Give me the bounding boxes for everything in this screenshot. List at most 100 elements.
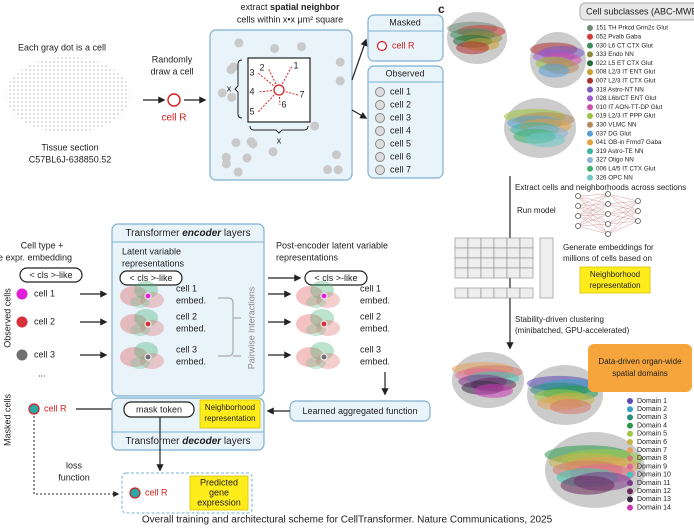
cell-label: cell 1 (390, 86, 411, 96)
panel-b: Cell type + ene expr. embedding < cls >-… (0, 223, 431, 514)
gray-dot (335, 76, 345, 86)
step-label: (minibatched, GPU-accelerated) (515, 326, 630, 335)
matrix-cell (519, 257, 534, 269)
legend-label: Domain 9 (637, 463, 667, 470)
neighbor-number: 7 (299, 89, 304, 99)
cell-dot (16, 288, 28, 300)
matrix-cell (493, 237, 508, 249)
legend-label: Domain 3 (637, 414, 667, 421)
legend-label: Domain 8 (637, 455, 667, 462)
legend-swatch (587, 60, 593, 67)
cell-dot (375, 87, 385, 97)
neighborhood-label: Neighborhood (205, 403, 255, 412)
cell-dot (375, 152, 385, 162)
legend-label: 330 VLMC NN (596, 121, 637, 128)
cell-label: cell 4 (390, 125, 411, 135)
matrix-cell (493, 267, 508, 279)
net-node (575, 223, 581, 229)
cell-r-label: cell R (392, 40, 415, 50)
legend-label: Domain 10 (637, 472, 671, 479)
legend-swatch (587, 113, 593, 119)
legend-label: 037 DG Glut (596, 130, 631, 137)
net-node (575, 193, 581, 199)
input-label: ene expr. embedding (0, 252, 72, 262)
arrow (351, 109, 368, 119)
legend-label: 006 L4/5 IT CTX Glut (596, 165, 656, 172)
embedding-blob (120, 347, 148, 367)
legend-swatch (587, 174, 593, 181)
matrix-cell (506, 267, 521, 279)
step-label: Extract cells and neighborhoods across s… (515, 183, 686, 192)
draw-label: draw a cell (150, 66, 193, 76)
net-edge (577, 193, 609, 217)
matrix-cell (467, 287, 482, 299)
net-edge (607, 220, 639, 235)
neighborhood-box (579, 266, 651, 294)
legend-swatch (587, 148, 593, 155)
gray-dot (231, 138, 241, 148)
matrix-cell (454, 287, 469, 299)
cell-marker (144, 292, 152, 300)
net-edge (607, 210, 639, 235)
tissue-section (6, 57, 130, 133)
gray-dot (323, 165, 333, 175)
text-bold: decoder (182, 436, 222, 447)
cls-pill (119, 270, 183, 286)
matrix-cell (454, 237, 469, 249)
embed-label: cell 2 (360, 311, 381, 321)
legend-swatch (587, 69, 593, 75)
embed-label: cell 3 (360, 344, 381, 354)
panel-a: Each gray dot is a cell Tissue section C… (6, 2, 444, 181)
neighbor-number: 5 (249, 106, 254, 116)
mask-token-pill (123, 401, 195, 418)
panel-label: c (438, 2, 445, 16)
embed-label: embed. (360, 356, 390, 366)
observed-title: Observed (385, 68, 424, 78)
legend-swatch (627, 439, 633, 445)
legend-label: 319 Astro-TE NN (596, 148, 644, 155)
legend-swatch (627, 488, 633, 495)
embedding-blob (134, 309, 158, 327)
net-node (605, 201, 611, 207)
legend-label: Domain 13 (637, 496, 671, 503)
domains-box (588, 344, 692, 392)
cell-label: cell 3 (390, 112, 411, 122)
gray-dot (270, 43, 280, 53)
legend-label: 019 L2/3 IT PPP Glut (596, 113, 656, 120)
gray-dot (246, 137, 256, 147)
neighbor-number: 6 (281, 99, 286, 109)
post-label: Post-encoder latent variable (276, 240, 388, 250)
encoder-box (111, 223, 265, 397)
brain-region (538, 63, 570, 78)
neighbor-number: 1 (293, 60, 298, 70)
cell-label: cell 5 (390, 138, 411, 148)
neighborhood-label: representation (589, 281, 640, 290)
domains-title: Data-driven organ-wide (598, 357, 682, 366)
cell-r-dot (28, 403, 40, 415)
cell-dot (375, 126, 385, 136)
tissue-id: C57BL6J-638850.52 (29, 154, 112, 164)
cell-r-label: cell R (44, 403, 67, 413)
observed-box (367, 65, 444, 179)
net-node (605, 231, 611, 237)
text: Transformer (125, 436, 182, 447)
step-label: Run model (517, 206, 556, 215)
gray-dot (221, 159, 231, 169)
text: layers (221, 228, 250, 239)
matrix-cell (480, 287, 495, 299)
text: extract (240, 2, 270, 12)
legend-swatch (587, 121, 593, 128)
cls-pill (304, 270, 368, 286)
matrix-cell (480, 267, 495, 279)
neighborhood-box (199, 399, 261, 429)
input-label: Cell type + (21, 240, 64, 250)
net-edge (607, 200, 639, 205)
legend-swatch (627, 430, 633, 437)
matrix-cell (467, 257, 482, 269)
cell-dot (16, 316, 28, 328)
embed-label: cell 1 (360, 283, 381, 293)
neighborhood-label: representation (204, 414, 255, 423)
net-edge (607, 193, 639, 202)
matrix-cell (467, 267, 482, 279)
cls-pill (19, 267, 83, 283)
